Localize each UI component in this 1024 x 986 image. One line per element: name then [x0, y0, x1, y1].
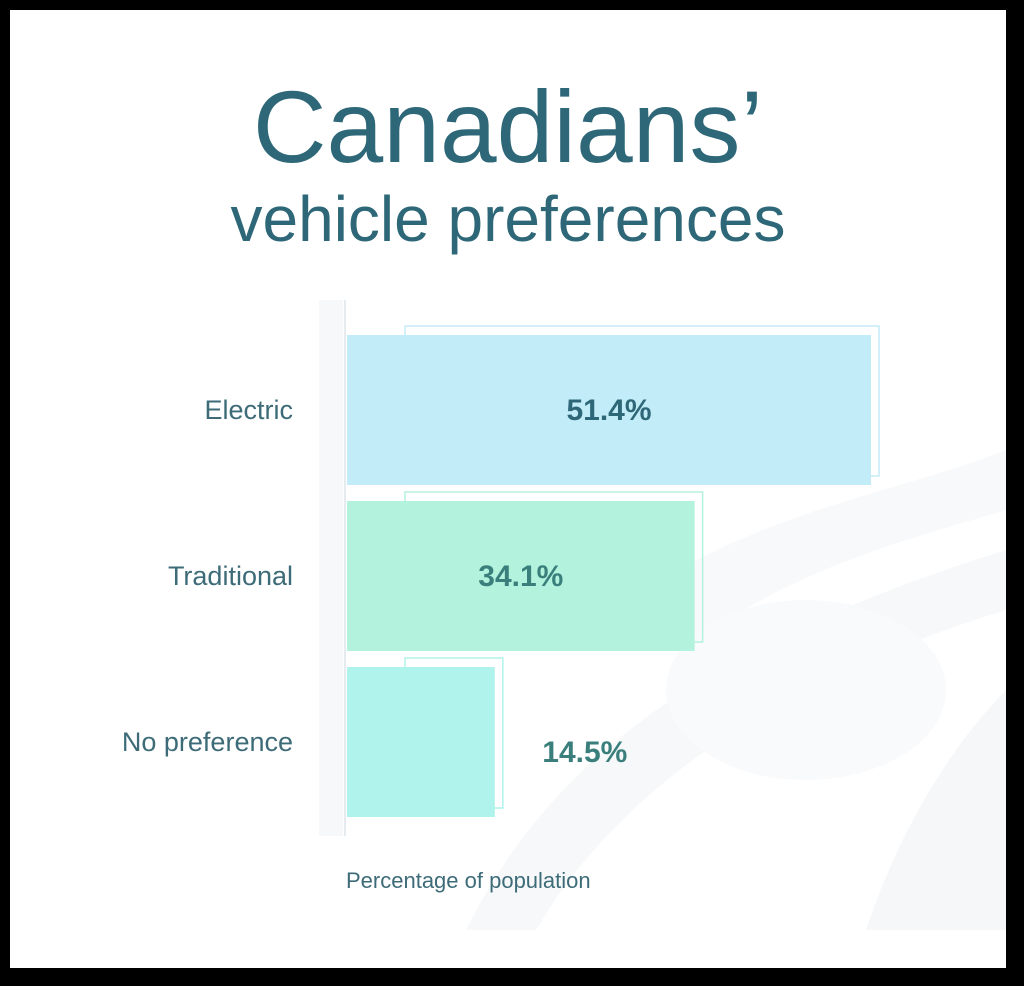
category-label-no-preference: No preference: [122, 727, 293, 757]
value-label-traditional: 34.1%: [478, 560, 563, 593]
bar-traditional: [347, 501, 695, 651]
bar-no-preference: [347, 667, 495, 817]
category-label-traditional: Traditional: [168, 561, 293, 591]
y-axis-shadow: [319, 300, 343, 836]
chart-card: Canadians’ vehicle preferences Electric 5…: [10, 10, 1006, 968]
chart-title: Canadians’: [252, 70, 764, 184]
value-label-no-preference: 14.5%: [542, 736, 627, 769]
bar-chart: Electric 51.4% Traditional 34.1% No preferen…: [122, 300, 880, 836]
bar-electric: [347, 335, 871, 485]
chart-subtitle: vehicle preferences: [230, 183, 786, 255]
x-axis-label: Percentage of population: [346, 868, 591, 893]
category-label-electric: Electric: [204, 395, 293, 425]
value-label-electric: 51.4%: [566, 394, 651, 427]
